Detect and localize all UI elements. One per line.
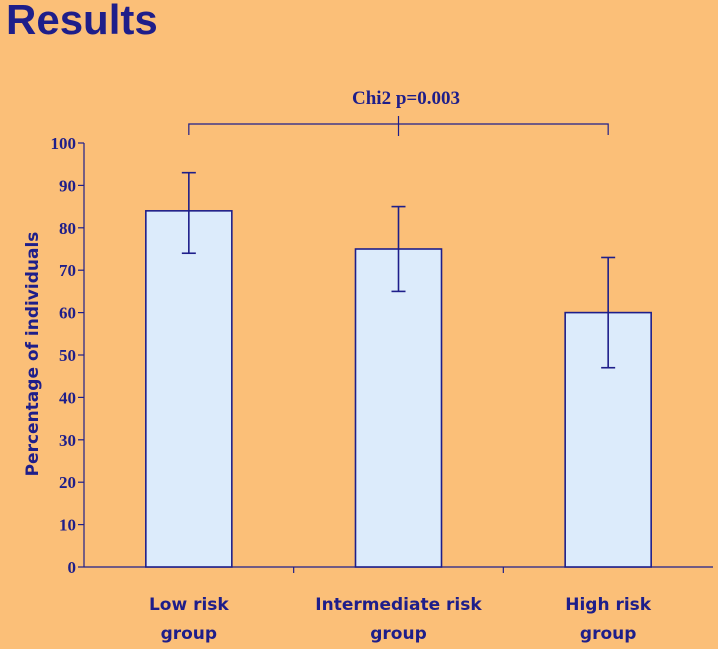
y-tick-label: 30 [59, 431, 76, 450]
bar [145, 210, 233, 568]
y-axis-title: Percentage of individuals [23, 232, 43, 477]
y-tick-labels: 0 10 20 30 40 50 60 70 80 90 100 [51, 134, 77, 577]
x-category-label-line: Intermediate risk [315, 595, 482, 615]
x-category-label-line: group [370, 624, 427, 644]
significance-bracket [188, 116, 609, 136]
page-title: Results [6, 0, 158, 43]
y-tick-label: 50 [59, 346, 76, 365]
bar [354, 248, 443, 568]
y-tick-label: 60 [59, 304, 76, 323]
bars [145, 210, 652, 568]
y-tick-label: 20 [59, 473, 76, 492]
x-category-label: Intermediate risk group [315, 595, 482, 644]
y-tick-label: 10 [59, 516, 76, 535]
y-tick-label: 40 [59, 388, 76, 407]
y-tick-label: 0 [68, 558, 77, 577]
x-category-label-line: Low risk [149, 595, 229, 615]
y-tick-label: 70 [59, 261, 76, 280]
error-bars [181, 171, 616, 369]
y-tick-label: 90 [59, 176, 76, 195]
y-tick-label: 100 [51, 134, 77, 153]
chi2-annotation: Chi2 p=0.003 [352, 88, 460, 109]
x-category-label-line: group [580, 624, 637, 644]
x-category-label: High risk group [565, 595, 652, 644]
x-category-label: Low risk group [149, 595, 229, 644]
x-category-label-line: High risk [565, 595, 652, 615]
x-category-label-line: group [161, 624, 218, 644]
y-tick-label: 80 [59, 219, 76, 238]
